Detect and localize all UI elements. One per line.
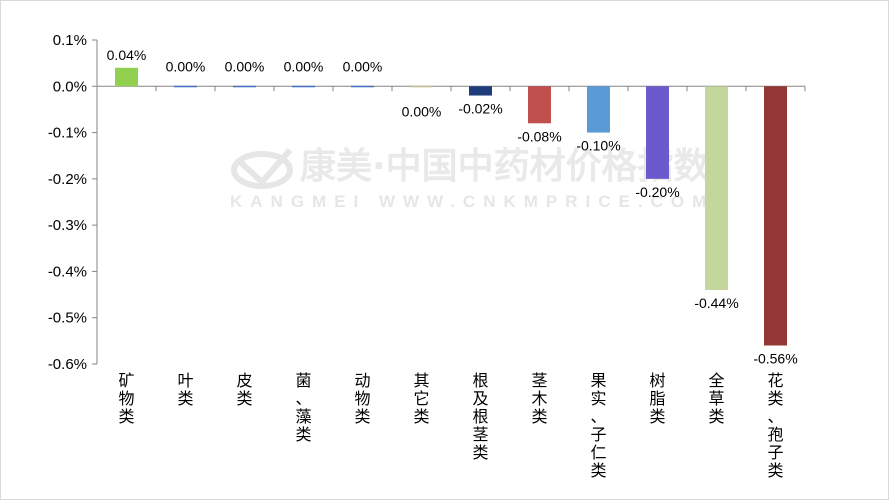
data-labels: 0.04% 0.00% 0.00% 0.00% 0.00% 0.00% -0.02% -0.0… xyxy=(107,47,798,367)
y-tick-label: -0.2% xyxy=(48,171,87,188)
data-label: -0.10% xyxy=(576,138,620,154)
bar xyxy=(351,85,374,88)
data-label: -0.20% xyxy=(635,184,679,200)
y-tick-label: 0.1% xyxy=(53,32,87,49)
category-label: 果实、子仁类 xyxy=(590,371,606,480)
watermark-text-cn: 康美·中国中药材价格指数 xyxy=(300,145,710,187)
category-label: 叶类 xyxy=(177,371,193,408)
bar xyxy=(292,85,315,88)
data-label: -0.56% xyxy=(753,350,797,366)
bar xyxy=(764,86,787,346)
data-label: 0.00% xyxy=(343,58,383,74)
data-label: 0.00% xyxy=(284,58,324,74)
y-tick-label: -0.6% xyxy=(48,356,87,373)
bar xyxy=(410,85,433,88)
y-tick-label: -0.1% xyxy=(48,125,87,142)
y-tick-label: 0.0% xyxy=(53,78,87,95)
data-label: 0.00% xyxy=(225,58,265,74)
bars xyxy=(115,67,787,346)
watermark-text-en: KANGMEI WWW.CNKMPRICE.COM xyxy=(230,192,714,211)
category-label: 动物类 xyxy=(354,371,370,426)
y-tick-label: -0.3% xyxy=(48,217,87,234)
data-label: 0.00% xyxy=(402,103,442,119)
category-label: 树脂类 xyxy=(649,371,665,426)
category-label: 全草类 xyxy=(708,371,724,426)
bar xyxy=(115,67,138,87)
bar xyxy=(174,85,197,88)
category-label: 矿物类 xyxy=(118,371,134,426)
data-label: -0.02% xyxy=(458,101,502,117)
category-label: 菌、藻类 xyxy=(295,371,311,444)
category-label: 皮类 xyxy=(236,371,252,408)
data-label: -0.44% xyxy=(694,295,738,311)
category-label: 根及根茎类 xyxy=(472,371,488,462)
data-label: -0.08% xyxy=(517,128,561,144)
bar xyxy=(528,86,551,124)
bar xyxy=(646,86,669,179)
watermark-logo-icon xyxy=(231,148,293,189)
y-tick-label: -0.4% xyxy=(48,263,87,280)
data-label: 0.00% xyxy=(166,58,206,74)
category-label: 其它类 xyxy=(413,371,429,426)
y-tick-label: -0.5% xyxy=(48,310,87,327)
watermark: 康美·中国中药材价格指数 KANGMEI WWW.CNKMPRICE.COM xyxy=(230,145,714,211)
bar xyxy=(469,86,492,96)
category-labels: 矿物类 叶类 皮类 菌、藻类 动物类 其它类 根及根茎类 茎木类 果实、子仁类 树脂类 全草类 花类、… xyxy=(118,371,783,480)
axes: 0.1% 0.0% -0.1% -0.2% -0.3% -0.4% -0.5% -0.6% xyxy=(48,32,806,373)
bar xyxy=(587,86,610,133)
category-label: 茎木类 xyxy=(531,371,547,426)
bar xyxy=(705,86,728,290)
data-label: 0.04% xyxy=(107,47,147,63)
category-label: 花类、孢子类 xyxy=(767,371,783,480)
bar xyxy=(233,85,256,88)
